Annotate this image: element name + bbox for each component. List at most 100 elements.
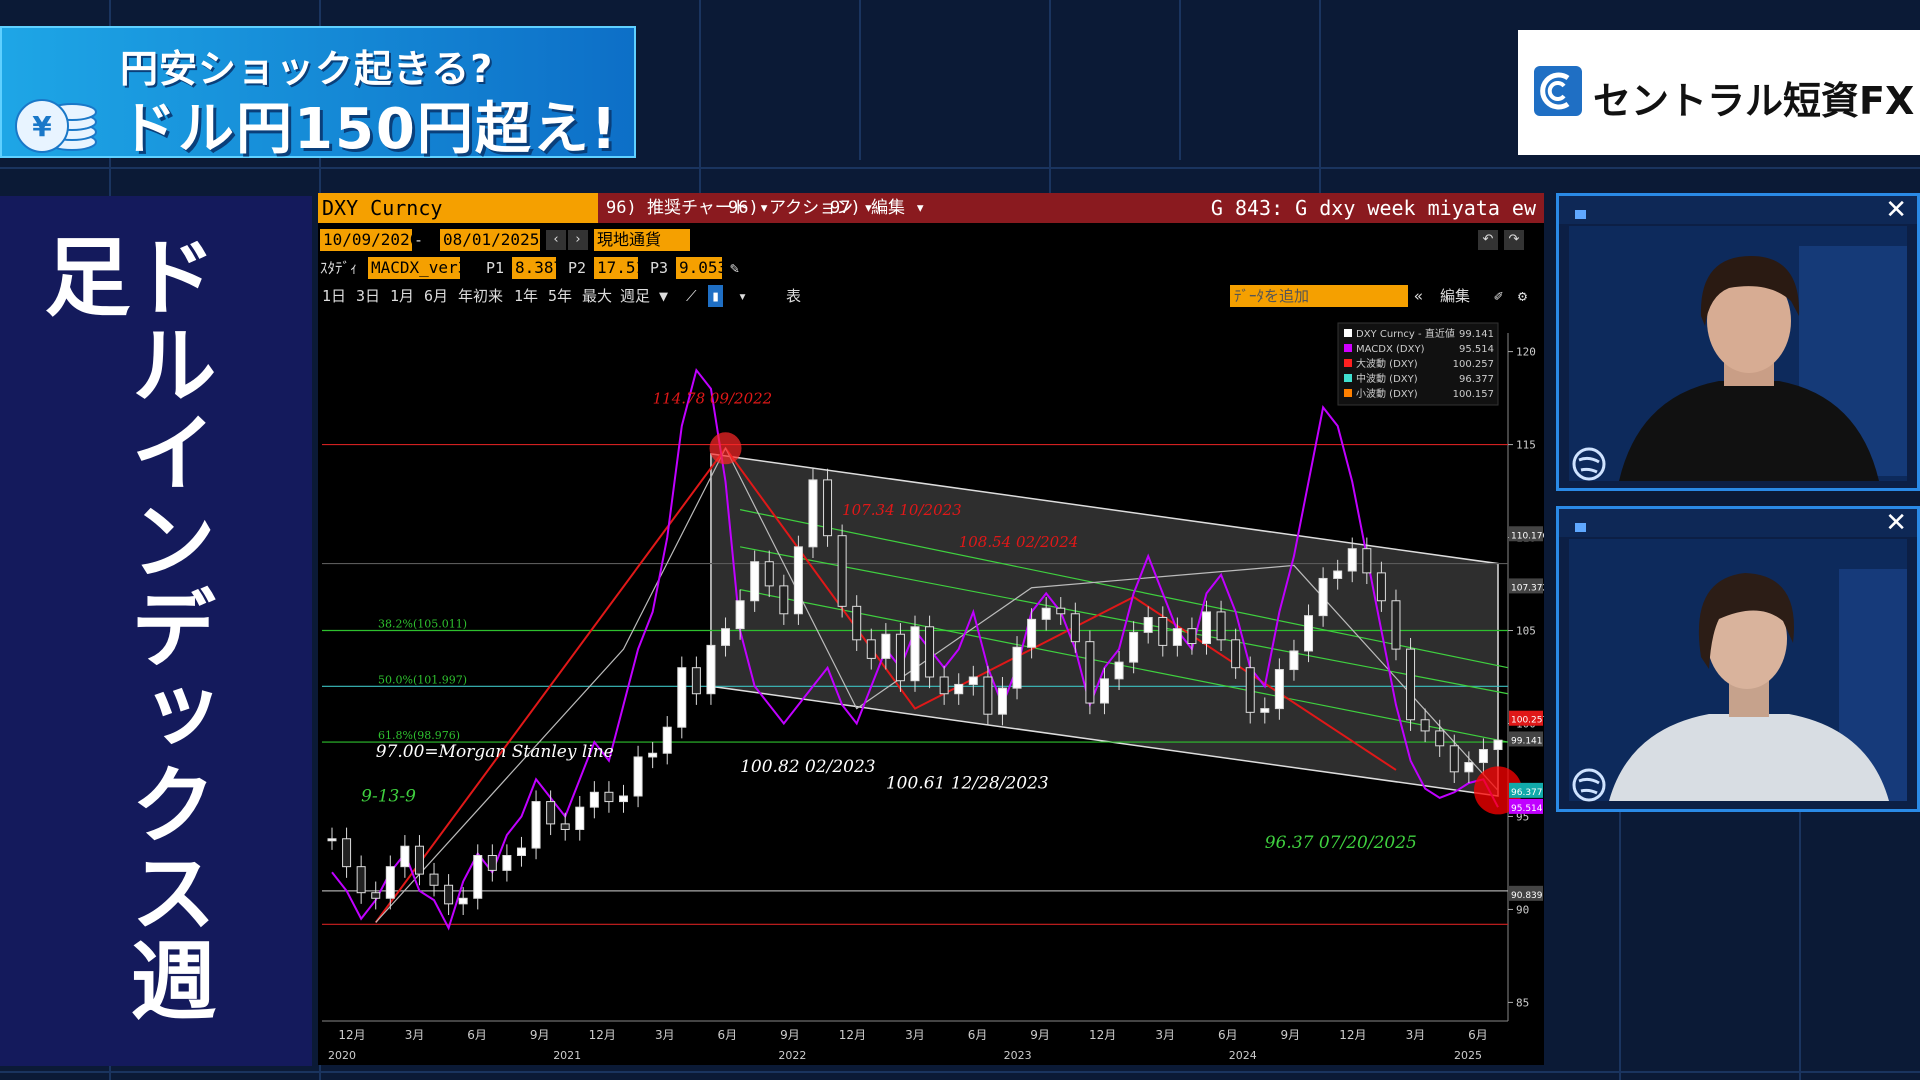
- candle-body: [925, 626, 935, 678]
- candle-body: [1231, 639, 1241, 669]
- period-1y[interactable]: 1年: [514, 287, 539, 305]
- candle-body: [560, 823, 570, 830]
- param-p3-label: P3: [650, 259, 669, 277]
- ticker-field[interactable]: DXY Curncy: [318, 193, 598, 223]
- line-chart-icon[interactable]: ⟋: [686, 287, 697, 305]
- price-tag: [1509, 798, 1543, 814]
- candle-body: [823, 479, 833, 537]
- annotate-icon[interactable]: ✐: [1494, 287, 1504, 305]
- menu-edit[interactable]: 97) 編集 ▾: [830, 198, 926, 218]
- study-select[interactable]: MACDX_ver3: [368, 257, 467, 279]
- year-label: 2024: [1229, 1049, 1257, 1062]
- period-3d[interactable]: 3日: [356, 287, 381, 305]
- x-tick-label: 6月: [968, 1028, 988, 1042]
- guest-video: [1569, 539, 1907, 801]
- candle-body: [1158, 616, 1168, 646]
- period-1d[interactable]: 1日: [322, 287, 347, 305]
- candle-chart-icon[interactable]: ▮: [708, 285, 724, 307]
- candle-body: [1406, 648, 1416, 721]
- date-separator: -: [414, 231, 424, 249]
- candle-body: [1041, 607, 1051, 620]
- prev-arrow-icon[interactable]: ‹: [546, 230, 566, 250]
- price-tag-label: 100.257: [1511, 716, 1544, 726]
- period-6m[interactable]: 6月: [424, 287, 449, 305]
- date-from-field[interactable]: 10/09/2020: [320, 229, 419, 251]
- candle-body: [1172, 628, 1182, 646]
- terminal-chart-window: DXY Curncy 96) 推奨チャート ▾ 96) アクション ▾ 97) …: [318, 193, 1544, 1065]
- frequency-select[interactable]: 週足 ▼: [620, 287, 669, 305]
- table-view-button[interactable]: 表: [786, 287, 802, 305]
- candle-body: [1070, 613, 1080, 643]
- settings-gear-icon[interactable]: ⚙: [1518, 287, 1528, 305]
- close-icon[interactable]: ✕: [1885, 195, 1907, 225]
- year-label: 2022: [778, 1049, 806, 1062]
- next-arrow-icon[interactable]: ›: [568, 230, 588, 250]
- x-tick-label: 6月: [467, 1028, 487, 1042]
- collapse-icon[interactable]: «: [1414, 287, 1424, 305]
- chart-annotation: 96.37 07/20/2025: [1265, 833, 1417, 853]
- price-tag-label: 90.839: [1511, 891, 1543, 901]
- edit-button[interactable]: 編集: [1440, 287, 1471, 305]
- legend-value: 99.141: [1459, 329, 1494, 340]
- legend-label: MACDX (DXY): [1356, 344, 1425, 355]
- undo-icon[interactable]: ↶: [1478, 230, 1498, 250]
- candle-body: [531, 801, 541, 849]
- candle-body: [633, 756, 643, 797]
- param-p2-field[interactable]: 17.51: [594, 257, 645, 279]
- period-max[interactable]: 最大: [582, 287, 613, 305]
- candle-body: [1187, 628, 1197, 645]
- legend-swatch: [1344, 359, 1352, 367]
- price-tag: [1509, 782, 1543, 798]
- candle-body: [589, 791, 599, 808]
- add-data-field[interactable]: ﾃﾞｰﾀを追加: [1230, 285, 1408, 307]
- year-label: 2021: [553, 1049, 581, 1062]
- pencil-icon[interactable]: ✎: [730, 259, 740, 277]
- chart-type-dropdown-icon[interactable]: ▾: [738, 287, 748, 305]
- chart-annotation: 97.00=Morgan Stanley line: [376, 742, 614, 762]
- candle-body: [1245, 667, 1255, 713]
- param-p3-field[interactable]: 9.053: [676, 257, 727, 279]
- logo-mark-icon: [1534, 66, 1582, 116]
- candle-body: [502, 855, 512, 871]
- y-tick-label: 115: [1516, 439, 1536, 452]
- candle-body: [385, 866, 395, 899]
- currency-select[interactable]: 現地通貨: [594, 229, 690, 251]
- legend-label: 中波動 (DXY): [1356, 372, 1418, 385]
- period-1m[interactable]: 1月: [390, 287, 415, 305]
- legend-swatch: [1344, 329, 1352, 337]
- candle-body: [1012, 646, 1022, 689]
- menu-recommended-chart[interactable]: 96) 推奨チャート ▾: [606, 198, 770, 218]
- chart-annotation: 114.78 09/2022: [653, 390, 773, 408]
- legend-value: 100.257: [1453, 359, 1494, 370]
- chart-id: G 843: G dxy week miyata ew: [1210, 196, 1536, 220]
- legend-swatch: [1344, 374, 1352, 382]
- price-tag: [1509, 710, 1543, 726]
- x-tick-label: 12月: [1339, 1028, 1366, 1042]
- candle-body: [1449, 745, 1459, 773]
- terminal-header: DXY Curncy 96) 推奨チャート ▾ 96) アクション ▾ 97) …: [318, 193, 1544, 223]
- chart-annotation: 107.34 10/2023: [842, 501, 962, 519]
- period-ytd[interactable]: 年初来: [458, 287, 504, 305]
- price-tag: [1509, 731, 1543, 747]
- candle-body: [1260, 708, 1270, 713]
- param-p1-field[interactable]: 8.387: [512, 257, 563, 279]
- candle-body: [1420, 719, 1430, 732]
- menu-action[interactable]: 96) アクション ▾: [728, 198, 874, 218]
- candle-body: [1114, 661, 1124, 680]
- price-tag-label: 107.372: [1511, 583, 1544, 593]
- redo-icon[interactable]: ↷: [1504, 230, 1524, 250]
- period-5y[interactable]: 5年: [548, 287, 573, 305]
- date-to-field[interactable]: 08/01/2025: [440, 229, 540, 251]
- period-bar: 1日 3日 1月 6月 年初来 1年 5年 最大 週足 ▼ ⟋ ▮ ▾ 表 ﾃﾞ…: [318, 285, 1544, 311]
- legend-value: 100.157: [1453, 389, 1494, 400]
- candle-body: [1099, 678, 1109, 704]
- close-icon[interactable]: ✕: [1885, 508, 1907, 538]
- candle-body: [1274, 669, 1284, 710]
- candle-body: [356, 866, 366, 894]
- x-tick-label: 3月: [905, 1028, 925, 1042]
- candle-body: [837, 535, 847, 607]
- channel-line: [739, 509, 1509, 669]
- y-tick-label: 85: [1516, 996, 1529, 1009]
- candle-body: [983, 676, 993, 715]
- price-tag: [1509, 885, 1543, 901]
